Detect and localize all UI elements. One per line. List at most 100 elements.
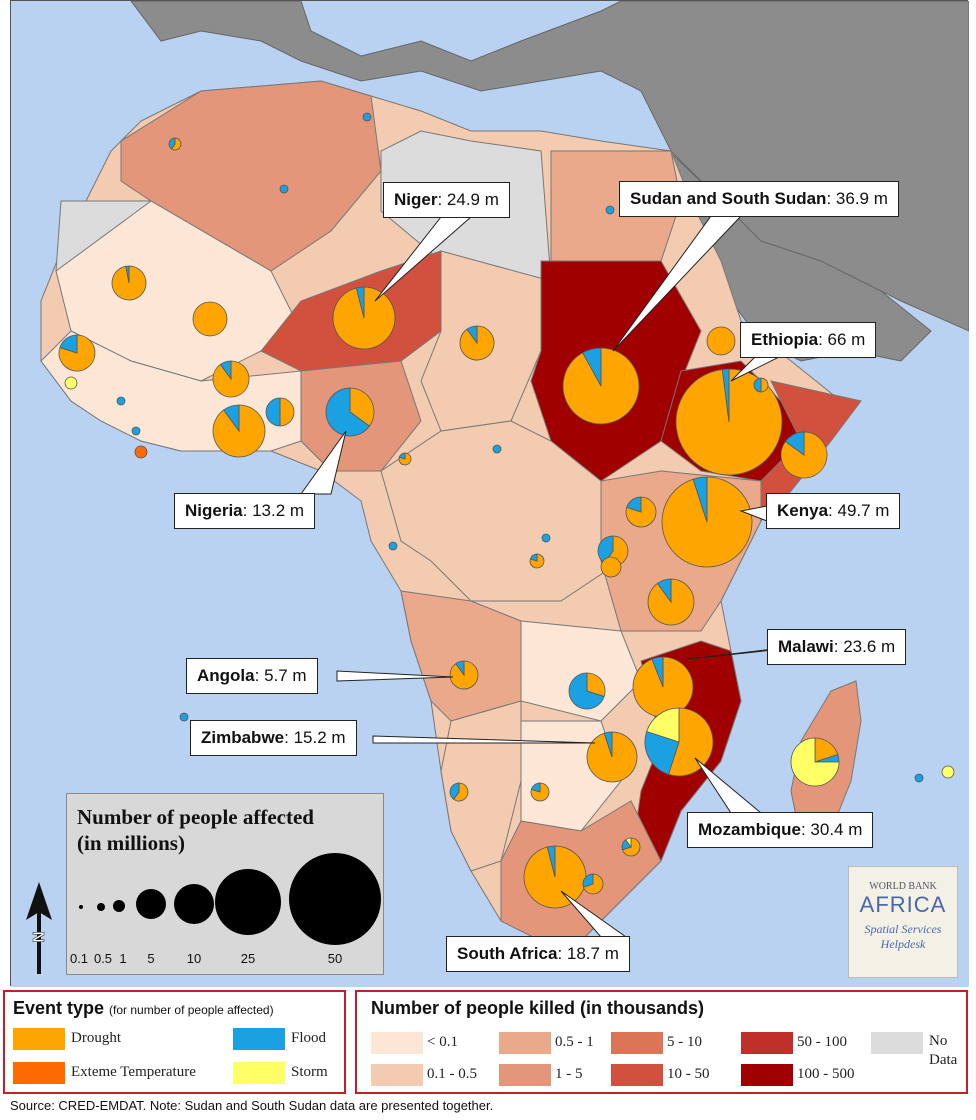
region-zambia <box>520 620 642 722</box>
size-label: 0.5 <box>93 951 113 966</box>
pie-slice-storm <box>625 837 632 849</box>
size-circle-50 <box>289 853 381 945</box>
pie-slice-flood <box>449 782 460 800</box>
event-dot-flood <box>914 773 924 783</box>
pie-slice-drought <box>170 137 182 151</box>
event-dot-flood <box>388 541 398 551</box>
callout-niger: Niger: 24.9 m <box>383 182 510 218</box>
killed-label: < 0.1 <box>427 1034 458 1050</box>
callout-south-africa: South Africa: 18.7 m <box>446 936 630 972</box>
north-arrow-icon: N <box>26 882 52 974</box>
size-legend-title: Number of people affected (in millions) <box>77 805 314 855</box>
source-note: Source: CRED-EMDAT. Note: Sudan and Sout… <box>10 1098 494 1113</box>
drought-swatch <box>13 1028 65 1050</box>
callout-leader <box>300 430 347 495</box>
size-circle-5 <box>136 889 166 919</box>
size-circle-25 <box>215 869 281 935</box>
pie-slice-flood <box>626 496 642 513</box>
killed-label: 1 - 5 <box>555 1066 583 1082</box>
killed-swatch <box>611 1032 663 1054</box>
size-label: 25 <box>240 951 256 966</box>
pie-slice-flood <box>644 730 680 775</box>
pie-slice-flood <box>125 265 130 284</box>
flood-label: Flood <box>291 1030 327 1046</box>
killed-label: 0.1 - 0.5 <box>427 1066 477 1082</box>
pie-slice-drought <box>760 377 769 393</box>
pie-slice-flood <box>692 476 708 523</box>
callout-zimbabwe: Zimbabwe: 15.2 m <box>190 720 357 756</box>
pie-slice-flood <box>784 431 805 456</box>
region-northwest <box>120 80 382 272</box>
callout-kenya: Kenya: 49.7 m <box>766 493 901 529</box>
callout-nigeria: Nigeria: 13.2 m <box>174 493 316 529</box>
pie-slice-flood <box>355 286 365 319</box>
event-type-legend: Event type (for number of people affecte… <box>3 990 346 1094</box>
callout-leader <box>336 670 454 682</box>
event-dot-flood <box>605 205 615 215</box>
event-dot-storm <box>64 376 78 390</box>
killed-swatch <box>371 1064 423 1086</box>
killed-swatch <box>741 1064 793 1086</box>
killed-label: 5 - 10 <box>667 1034 702 1050</box>
pie-slice-flood <box>651 656 664 688</box>
killed-swatch <box>611 1064 663 1086</box>
callout-mozambique: Mozambique: 30.4 m <box>687 812 874 848</box>
size-legend-circles <box>79 853 381 945</box>
killed-swatch <box>499 1032 551 1054</box>
event-dot-storm <box>941 765 955 779</box>
pie-slice-flood <box>582 873 594 888</box>
callout-leader <box>372 735 596 744</box>
killed-swatch <box>741 1032 793 1054</box>
pie-slice-flood <box>530 782 541 793</box>
size-label: 0.1 <box>69 951 89 966</box>
pie-slice-storm <box>790 737 840 787</box>
event-dot-flood <box>131 426 141 436</box>
event-dot-flood <box>279 184 289 194</box>
size-label: 5 <box>147 951 155 966</box>
callout-malawi: Malawi: 23.6 m <box>767 629 907 665</box>
size-label: 10 <box>186 951 202 966</box>
size-label: 1 <box>119 951 127 966</box>
pie-slice-flood <box>721 368 730 423</box>
pie-slice-drought <box>667 707 714 777</box>
no-data-label: No Data <box>929 1033 958 1068</box>
size-circle-0-5 <box>97 903 105 911</box>
killed-swatch <box>499 1064 551 1086</box>
pie-slice-flood <box>325 387 370 437</box>
size-circle-10 <box>174 884 214 924</box>
size-circle-1 <box>113 900 125 912</box>
callout-ethiopia: Ethiopia: 66 m <box>740 322 877 358</box>
pie-slice-flood <box>455 660 465 677</box>
pie-slice-flood <box>59 334 78 354</box>
pie-slice-flood <box>582 347 602 387</box>
pie-slice-flood <box>546 845 556 878</box>
people-killed-legend: Number of people killed (in thousands) <… <box>355 990 968 1094</box>
size-circle-0-1 <box>79 905 83 909</box>
event-dot-flood <box>116 396 126 406</box>
pie-slice-flood <box>168 137 176 150</box>
pie-slice-storm <box>646 707 680 743</box>
pie-slice-drought <box>398 452 412 466</box>
size-label: 50 <box>327 951 343 966</box>
extreme-temperature-swatch <box>13 1062 65 1084</box>
extreme-temperature-label: Exteme Temperature <box>71 1064 196 1080</box>
pie-slice-drought <box>349 387 375 427</box>
pie-slice-flood <box>529 553 538 562</box>
pie-slice-flood <box>223 404 240 433</box>
pie-slice-drought <box>453 782 469 802</box>
pie-slice-flood <box>219 360 232 381</box>
size-legend: Number of people affected (in millions) … <box>66 793 384 975</box>
pie-slice-flood <box>265 397 281 427</box>
killed-label: 0.5 - 1 <box>555 1034 594 1050</box>
pie-slice-flood <box>753 377 762 393</box>
callout-sudan: Sudan and South Sudan: 36.9 m <box>619 181 899 217</box>
pie-slice-flood <box>398 452 406 460</box>
pie-slice-flood <box>466 325 478 345</box>
pie-slice-flood <box>603 731 613 758</box>
pie-slice-flood <box>656 578 672 604</box>
killed-label: 100 - 500 <box>797 1066 855 1082</box>
drought-label: Drought <box>71 1030 121 1046</box>
event-dot-flood <box>179 712 189 722</box>
pie-slice-drought <box>600 556 622 578</box>
event-dot-flood <box>492 444 502 454</box>
